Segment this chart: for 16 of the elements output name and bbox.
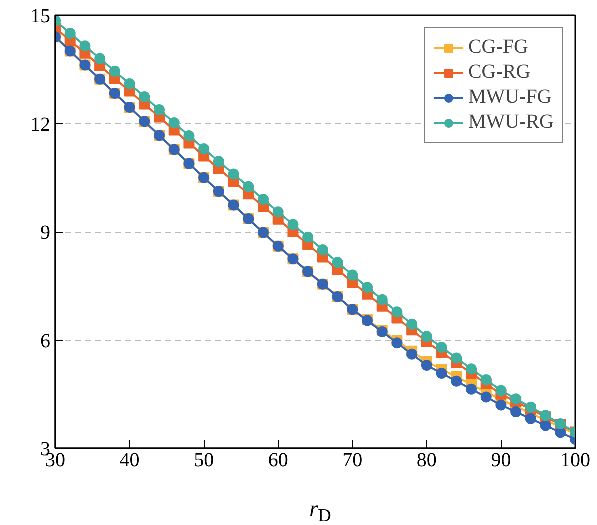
x-tick-label: 60	[268, 450, 288, 472]
legend-label: CG-RG	[468, 61, 531, 84]
y-tick-label: 15	[30, 6, 50, 28]
x-tick-label: 80	[416, 450, 437, 472]
x-tick-label: 100	[560, 450, 590, 472]
x-axis-title: r$_{D}$	[310, 496, 332, 525]
x-tick-label: 70	[342, 450, 363, 472]
y-tick-label: 12	[30, 114, 50, 136]
y-tick-label: 6	[40, 330, 50, 352]
legend-label: MWU-FG	[468, 86, 552, 109]
y-tick-label: 9	[40, 222, 50, 244]
legend-label: MWU-RG	[468, 111, 554, 134]
legend-label: CG-FG	[468, 36, 528, 59]
x-tick-label: 40	[120, 450, 140, 472]
x-tick-label: 90	[491, 450, 512, 472]
x-tick-label: 50	[194, 450, 214, 472]
